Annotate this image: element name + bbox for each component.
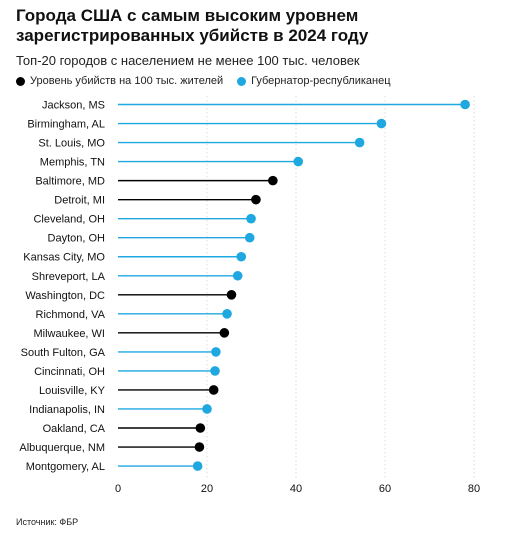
- x-tick-label: 80: [468, 483, 480, 495]
- legend-item-rate: Уровень убийств на 100 тыс. жителей: [16, 75, 223, 87]
- lollipop-dot: [226, 290, 237, 300]
- legend-label-republican: Губернатор-республиканец: [251, 75, 391, 87]
- legend-dot-blue: [237, 76, 247, 86]
- category-label: Shreveport, LA: [32, 271, 106, 283]
- chart-title: Города США с самым высоким уровнем зарег…: [16, 6, 369, 45]
- source-note: Источник: ФБР: [16, 517, 79, 527]
- category-label: Memphis, TN: [40, 157, 105, 169]
- category-label: South Fulton, GA: [21, 347, 106, 359]
- lollipop-dot: [232, 270, 243, 281]
- category-label: Baltimore, MD: [35, 176, 105, 188]
- lollipop-dot: [195, 423, 206, 433]
- category-label: Milwaukee, WI: [33, 328, 105, 340]
- x-axis: 0 20 40 60 80: [115, 483, 480, 495]
- category-label: Kansas City, MO: [23, 252, 105, 264]
- lollipop-dot: [219, 328, 230, 338]
- legend: Уровень убийств на 100 тыс. жителей Губе…: [16, 75, 391, 87]
- grid-lines: [206, 96, 475, 478]
- category-label: Dayton, OH: [48, 233, 106, 245]
- lollipop-dot: [211, 347, 221, 357]
- category-label: Albuquerque, NM: [19, 442, 105, 454]
- x-tick-label: 20: [201, 483, 213, 495]
- chart-subtitle: Топ-20 городов с населением не менее 100…: [16, 53, 360, 68]
- lollipop-dot: [251, 194, 261, 205]
- category-label: Oakland, CA: [43, 423, 106, 435]
- category-label: Louisville, KY: [39, 385, 106, 397]
- legend-dot-black: [16, 76, 25, 86]
- category-label: Montgomery, AL: [26, 461, 105, 473]
- category-label: Birmingham, AL: [27, 119, 105, 131]
- lollipop-dot: [268, 175, 278, 186]
- lollipop-dot: [460, 99, 470, 110]
- lollipop-dot: [244, 232, 255, 243]
- chart-marks: Jackson, MS Birmingham, AL St. Louis, MO Me…: [19, 99, 470, 473]
- category-label: St. Louis, MO: [38, 138, 105, 150]
- x-tick-label: 0: [115, 483, 121, 495]
- legend-item-republican: Губернатор-республиканец: [237, 75, 391, 87]
- lollipop-dot: [222, 309, 232, 319]
- lollipop-dot: [194, 442, 205, 452]
- category-label: Detroit, MI: [54, 195, 105, 207]
- category-label: Richmond, VA: [36, 309, 106, 321]
- legend-label-rate: Уровень убийств на 100 тыс. жителей: [30, 75, 224, 87]
- lollipop-dot: [210, 366, 220, 376]
- lollipop-dot: [354, 137, 365, 148]
- category-label: Indianapolis, IN: [29, 404, 105, 416]
- category-label: Washington, DC: [25, 290, 105, 302]
- x-tick-label: 40: [290, 483, 302, 495]
- category-label: Jackson, MS: [42, 100, 105, 112]
- category-label: Cleveland, OH: [33, 214, 105, 226]
- lollipop-dot: [202, 404, 212, 414]
- lollipop-dot: [293, 156, 304, 167]
- x-tick-label: 60: [379, 483, 391, 495]
- category-label: Cincinnati, OH: [34, 366, 105, 378]
- lollipop-dot: [192, 461, 203, 471]
- lollipop-dot: [208, 385, 219, 395]
- lollipop-dot: [236, 251, 247, 262]
- lollipop-dot: [376, 118, 387, 129]
- lollipop-dot: [246, 213, 256, 224]
